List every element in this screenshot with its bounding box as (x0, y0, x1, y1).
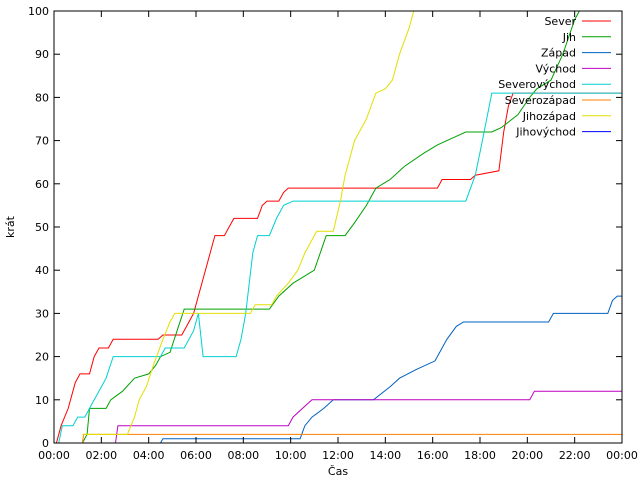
y-tick-label: 70 (35, 135, 49, 148)
legend-label-jih: Jih (562, 31, 576, 44)
x-tick-label: 00:00 (606, 449, 638, 462)
x-tick-label: 20:00 (511, 449, 543, 462)
y-tick-label: 90 (35, 48, 49, 61)
y-tick-label: 60 (35, 178, 49, 191)
y-tick-label: 100 (28, 5, 49, 18)
series-line-jih (81, 10, 580, 444)
y-tick-label: 30 (35, 307, 49, 320)
x-tick-label: 02:00 (85, 449, 117, 462)
x-tick-label: 22:00 (559, 449, 591, 462)
y-tick-label: 0 (42, 437, 49, 450)
legend-label-zapad: Západ (541, 47, 576, 60)
plot-frame (53, 10, 623, 444)
x-tick-label: 16:00 (417, 449, 449, 462)
series-line-jihozapad (82, 10, 415, 435)
legend-label-sever: Sever (544, 15, 576, 28)
x-tick-label: 14:00 (369, 449, 401, 462)
y-tick-label: 20 (35, 351, 49, 364)
legend-label-severovychod: Severovýchod (498, 78, 576, 91)
y-tick-label: 10 (35, 394, 49, 407)
series-line-severovychod (58, 92, 622, 444)
series-line-zapad (160, 295, 622, 444)
x-tick-label: 12:00 (322, 449, 354, 462)
legend-label-severozapad: Severozápad (505, 94, 576, 107)
x-tick-label: 08:00 (227, 449, 259, 462)
x-tick-label: 10:00 (275, 449, 307, 462)
y-tick-label: 40 (35, 264, 49, 277)
x-axis-title: Čas (328, 465, 348, 478)
y-axis-title: krát (4, 215, 17, 238)
series-layer (55, 10, 622, 444)
x-tick-label: 04:00 (133, 449, 165, 462)
legend-label-vychod: Východ (536, 62, 576, 75)
y-tick-label: 50 (35, 221, 49, 234)
legend: Sever Jih Západ Východ Severovýchod Severozáp… (498, 15, 611, 139)
legend-label-jihozapad: Jihozápad (522, 110, 576, 123)
x-tick-label: 00:00 (38, 449, 70, 462)
axis-layer: 0 10 20 30 40 50 60 70 80 90 100 00:00 02:00 04:00 06:… (28, 5, 638, 462)
x-tick-label: 18:00 (464, 449, 496, 462)
series-line-sever (55, 92, 622, 444)
y-tick-label: 80 (35, 91, 49, 104)
x-tick-label: 06:00 (180, 449, 212, 462)
series-line-vychod (115, 390, 622, 444)
legend-label-jihovychod: Jihovýchod (515, 126, 576, 139)
